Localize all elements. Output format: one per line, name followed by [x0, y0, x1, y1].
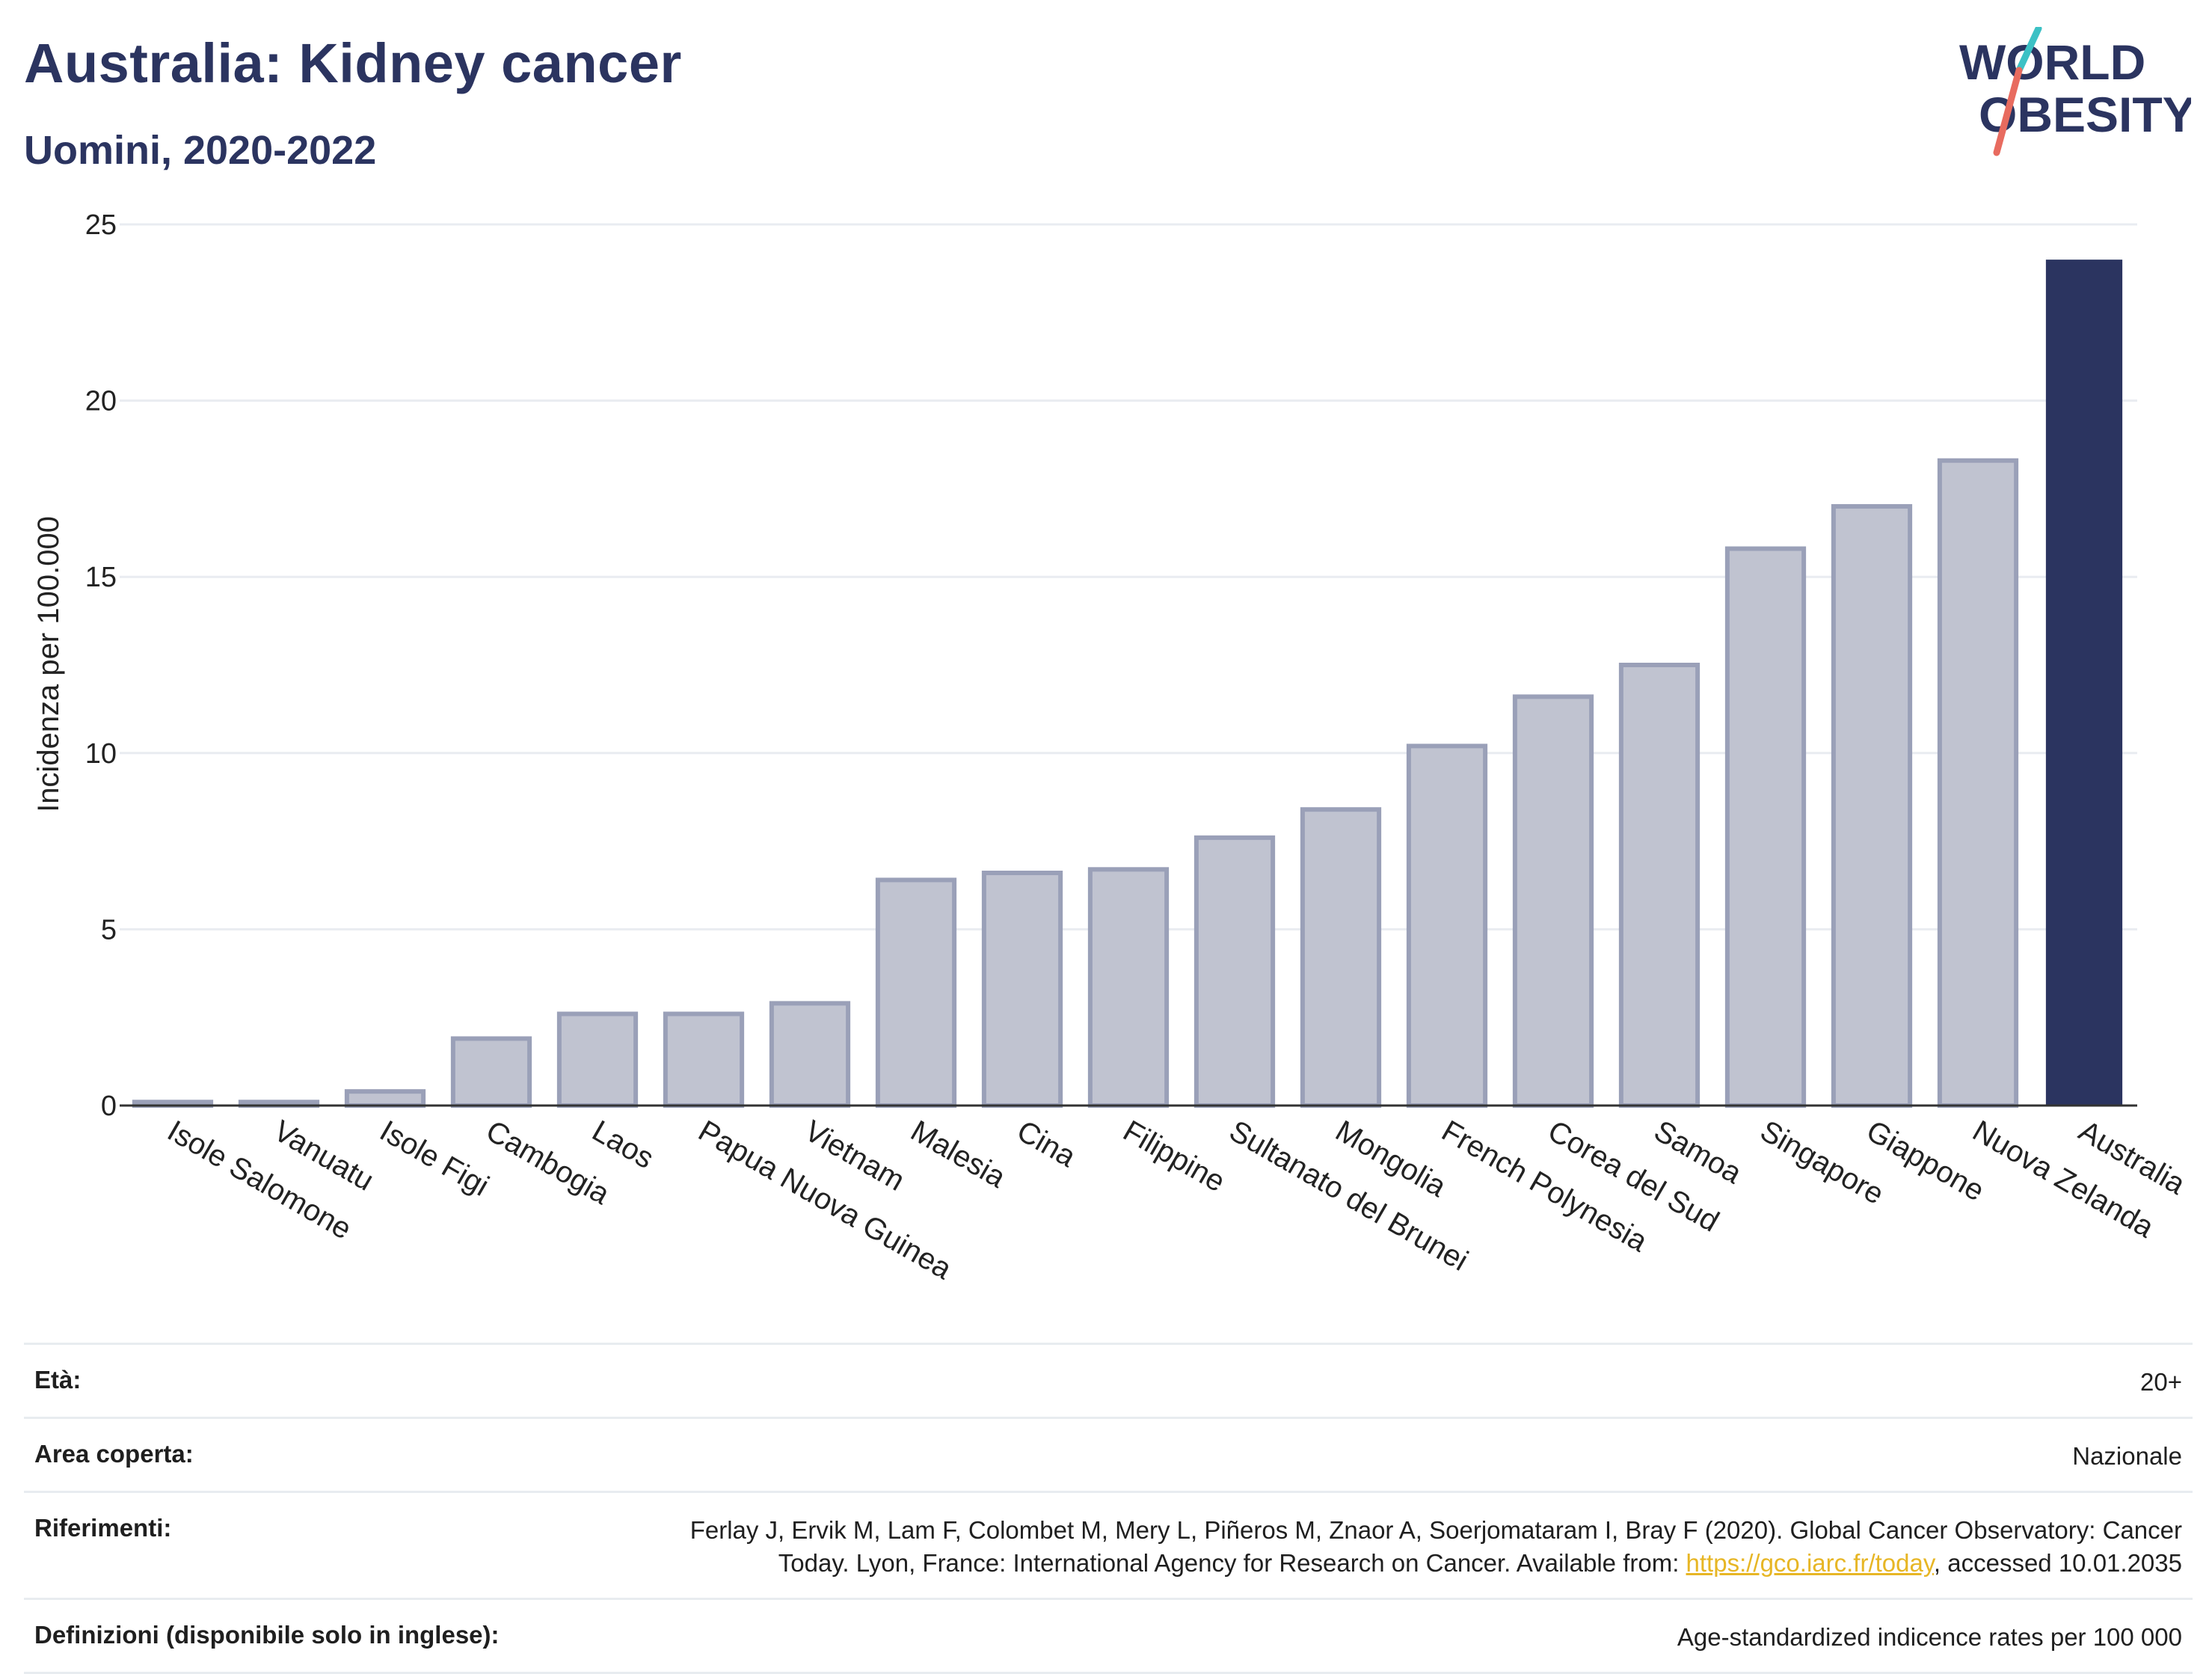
age-label: Età:: [34, 1366, 82, 1394]
bar-singapore: [1724, 546, 1807, 1108]
x-tick-label: Nuova Zelanda: [1967, 1115, 2160, 1245]
bar-vietnam: [769, 1001, 851, 1109]
references-accessed: , accessed 10.01.2035: [1933, 1549, 2182, 1577]
info-row-area: Area coperta: Nazionale: [24, 1417, 2193, 1491]
bar-laos: [556, 1011, 639, 1109]
bar-papua-nuova-guinea: [663, 1011, 745, 1109]
world-obesity-logo: WORLD OBESITY: [1959, 27, 2191, 156]
references-text: Ferlay J, Ervik M, Lam F, Colombet M, Me…: [689, 1516, 2182, 1577]
x-tick-label: Laos: [587, 1115, 660, 1175]
bar-malesia: [875, 877, 957, 1108]
y-tick-label: 10: [85, 738, 117, 770]
bars-layer: [132, 260, 2123, 1109]
y-axis-title: Incidenza per 100.000: [32, 516, 65, 812]
area-value: Nazionale: [2072, 1442, 2182, 1470]
bar-australia: [2045, 260, 2123, 1106]
bar-corea-del-sud: [1512, 694, 1594, 1108]
references-value: Ferlay J, Ervik M, Lam F, Colombet M, Me…: [627, 1514, 2182, 1580]
x-tick-label: Isole Salomone: [162, 1115, 357, 1246]
logo-slash-teal: [2015, 27, 2042, 74]
bar-sultanato-del-brunei: [1193, 835, 1276, 1108]
page-subtitle: Uomini, 2020-2022: [24, 128, 377, 173]
bar-giappone: [1831, 503, 1913, 1108]
info-table: Età: 20+ Area coperta: Nazionale Riferim…: [24, 1343, 2193, 1674]
y-tick-label: 5: [101, 914, 117, 945]
page-title: Australia: Kidney cancer: [24, 32, 682, 94]
x-tick-label: Cina: [1012, 1115, 1082, 1174]
definitions-value: Age-standardized indicence rates per 100…: [1677, 1623, 2182, 1651]
bar-filippine: [1087, 867, 1170, 1109]
references-link[interactable]: https://gco.iarc.fr/today: [1686, 1549, 1934, 1577]
y-tick-label: 20: [85, 386, 117, 417]
bar-cina: [981, 871, 1063, 1109]
bar-isole-figi: [344, 1089, 426, 1108]
logo-slash-coral: [1993, 67, 2023, 156]
bar-cambogia: [450, 1036, 532, 1109]
x-tick-label: Malesia: [906, 1115, 1012, 1195]
bar-nuova-zelanda: [1937, 458, 2019, 1108]
y-tick-label: 25: [85, 209, 117, 241]
definitions-label: Definizioni (disponibile solo in inglese…: [34, 1621, 500, 1649]
x-tick-label: Isole Figi: [375, 1115, 495, 1203]
bar-samoa: [1618, 663, 1701, 1108]
info-row-references: Riferimenti: Ferlay J, Ervik M, Lam F, C…: [24, 1491, 2193, 1598]
y-tick-label: 15: [85, 562, 117, 593]
area-label: Area coperta:: [34, 1440, 194, 1468]
references-label: Riferimenti:: [34, 1514, 172, 1542]
info-row-definitions: Definizioni (disponibile solo in inglese…: [24, 1598, 2193, 1674]
y-tick-label: 0: [101, 1091, 117, 1122]
bar-french-polynesia: [1406, 744, 1488, 1108]
x-tick-label: Filippine: [1118, 1115, 1231, 1199]
bar-mongolia: [1300, 807, 1382, 1109]
logo-word-1: WORLD: [1959, 34, 2145, 90]
age-value: 20+: [2140, 1368, 2182, 1396]
info-row-age: Età: 20+: [24, 1343, 2193, 1417]
